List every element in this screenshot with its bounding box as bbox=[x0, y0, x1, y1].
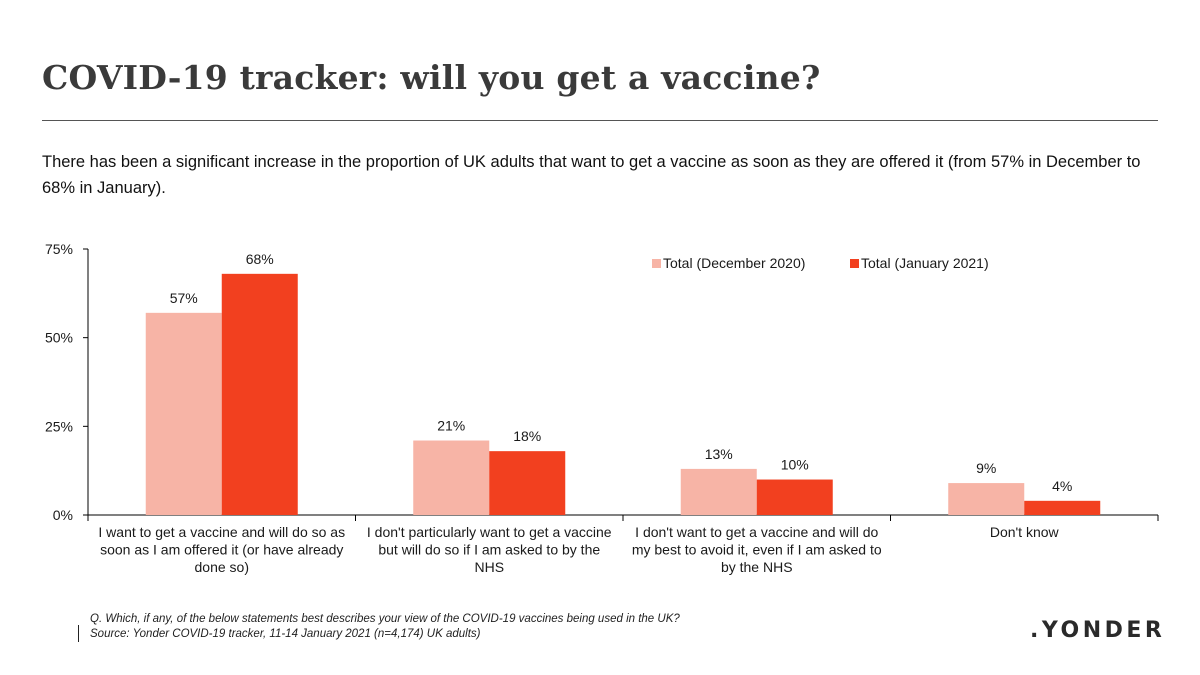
data-label: 21% bbox=[437, 418, 465, 434]
legend-swatch-january bbox=[850, 259, 859, 268]
bar-chart: 0% 25% 50% 75% 57% 68% I want to get a vaccine… bbox=[45, 241, 1159, 575]
data-label: 18% bbox=[513, 428, 541, 444]
title-divider bbox=[42, 120, 1158, 121]
y-tick-label: 25% bbox=[45, 418, 73, 434]
bar-january bbox=[1024, 500, 1101, 515]
data-label: 10% bbox=[781, 457, 809, 473]
data-label: 4% bbox=[1052, 478, 1072, 494]
bar-december bbox=[413, 440, 490, 515]
x-category-label: I want to get a vaccine and will do so a… bbox=[98, 524, 345, 575]
footnote: Q. Which, if any, of the below statement… bbox=[90, 612, 680, 642]
y-tick-label: 0% bbox=[53, 507, 73, 523]
bar-january bbox=[221, 273, 298, 515]
data-label: 13% bbox=[705, 446, 733, 462]
data-label: 57% bbox=[170, 290, 198, 306]
legend-label: Total (January 2021) bbox=[861, 255, 989, 271]
bar-december bbox=[680, 468, 757, 515]
y-tick-label: 50% bbox=[45, 330, 73, 346]
chart-subtitle: There has been a significant increase in… bbox=[42, 153, 1141, 197]
x-category-label: I don't particularly want to get a vacci… bbox=[367, 524, 612, 575]
source-note: Source: Yonder COVID-19 tracker, 11-14 J… bbox=[90, 628, 481, 640]
bar-january bbox=[489, 451, 566, 515]
legend-swatch-december bbox=[652, 259, 661, 268]
legend-label: Total (December 2020) bbox=[663, 255, 805, 271]
bar-december bbox=[145, 312, 222, 515]
page-title: COVID-19 tracker: will you get a vaccine… bbox=[42, 58, 821, 97]
bar-december bbox=[948, 483, 1025, 515]
footnote-marker bbox=[78, 625, 79, 642]
x-category-label: I don't want to get a vaccine and will d… bbox=[632, 524, 882, 575]
survey-question: Q. Which, if any, of the below statement… bbox=[90, 613, 680, 625]
y-tick-label: 75% bbox=[45, 241, 73, 257]
data-label: 9% bbox=[976, 460, 996, 476]
x-category-label: Don't know bbox=[990, 524, 1060, 540]
bar-january bbox=[756, 479, 833, 515]
yonder-logo: .YONDER bbox=[1030, 618, 1166, 643]
data-label: 68% bbox=[246, 251, 274, 267]
